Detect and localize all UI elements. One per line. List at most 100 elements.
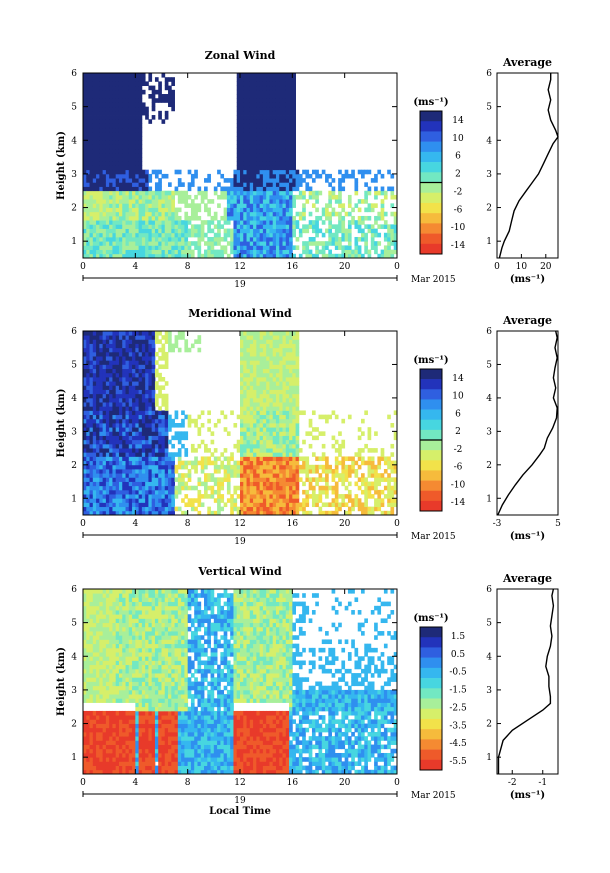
heatmap-cell (132, 211, 136, 217)
heatmap-cell (86, 339, 90, 344)
heatmap-cell (102, 406, 107, 411)
heatmap-cell (92, 439, 97, 445)
heatmap-cell (249, 494, 254, 499)
heatmap-cell (289, 173, 293, 179)
heatmap-cell (115, 381, 120, 386)
heatmap-cell (96, 131, 100, 137)
heatmap-cell (285, 477, 290, 482)
heatmap-cell (99, 115, 104, 120)
heatmap-cell (102, 372, 107, 378)
heatmap-cell (246, 456, 251, 462)
heatmap-cell (275, 368, 280, 374)
heatmap-cell (207, 199, 211, 204)
heatmap-cell (145, 368, 149, 374)
heatmap-cell (213, 211, 218, 217)
heatmap-cell (367, 464, 372, 470)
heatmap-cell (158, 464, 162, 470)
heatmap-cell (325, 173, 329, 179)
heatmap-cell (207, 473, 211, 478)
heatmap-cell (328, 211, 332, 217)
heatmap-cell (145, 381, 149, 386)
heatmap-cell (122, 119, 126, 124)
heatmap-cell (246, 102, 251, 108)
heatmap-cell (96, 148, 100, 154)
heatmap-cell (240, 506, 244, 512)
heatmap-cell (272, 331, 277, 336)
heatmap-cell (151, 397, 156, 403)
heatmap-cell (92, 85, 97, 91)
heatmap-cell (347, 510, 352, 516)
heatmap-cell (83, 410, 87, 416)
heatmap-cell (331, 232, 336, 238)
heatmap-cell (213, 481, 218, 487)
heatmap-cell (128, 106, 133, 112)
heatmap-cell (118, 165, 123, 171)
heatmap-cell (292, 435, 296, 441)
heatmap-cell (256, 443, 261, 449)
heatmap-cell (285, 207, 290, 213)
heatmap-cell (275, 464, 280, 470)
heatmap-cell (109, 469, 113, 474)
heatmap-cell (171, 232, 175, 238)
heatmap-cell (275, 144, 280, 150)
heatmap-cell (233, 228, 238, 234)
heatmap-cell (92, 241, 97, 246)
heatmap-cell (275, 220, 280, 225)
heatmap-cell (344, 249, 349, 255)
heatmap-cell (354, 186, 359, 192)
heatmap-cell (168, 253, 172, 259)
heatmap-cell (83, 402, 87, 407)
heatmap-cell (141, 372, 146, 378)
heatmap-cell (213, 236, 218, 242)
heatmap-cell (109, 161, 113, 166)
heatmap-cell (256, 469, 261, 474)
heatmap-cell (311, 452, 316, 457)
heatmap-cell (109, 220, 113, 225)
heatmap-cell (99, 456, 104, 462)
heatmap-cell (122, 385, 126, 390)
heatmap-cell (102, 102, 107, 108)
heatmap-cell (161, 98, 166, 103)
heatmap-cell (96, 494, 100, 499)
heatmap-cell (266, 510, 270, 516)
heatmap-cell (262, 73, 267, 78)
heatmap-cell (289, 343, 293, 349)
heatmap-cell (226, 178, 231, 183)
heatmap-cell (112, 98, 117, 103)
heatmap-cell (220, 494, 225, 499)
heatmap-cell (269, 140, 274, 145)
heatmap-cell (243, 136, 247, 141)
heatmap-cell (135, 439, 139, 445)
heatmap-cell (122, 377, 126, 382)
heatmap-cell (282, 393, 287, 399)
heatmap-cell (161, 439, 166, 445)
heatmap-cell (154, 418, 159, 424)
heatmap-cell (197, 232, 202, 238)
heatmap-cell (269, 81, 274, 87)
heatmap-cell (249, 364, 254, 370)
heatmap-cell (285, 506, 290, 512)
heatmap-cell (279, 85, 283, 91)
heatmap-cell (269, 157, 274, 162)
heatmap-cell (125, 469, 130, 474)
heatmap-cell (249, 207, 254, 213)
heatmap-cell (171, 199, 175, 204)
heatmap-cell (262, 410, 267, 416)
heatmap-cell (292, 182, 296, 187)
heatmap-cell (99, 435, 104, 441)
heatmap-cell (272, 136, 277, 141)
heatmap-cell (135, 169, 139, 175)
heatmap-cell (118, 157, 123, 162)
heatmap-cell (102, 178, 107, 183)
heatmap-cell (190, 502, 195, 508)
heatmap-cell (338, 502, 342, 508)
heatmap-cell (279, 106, 283, 112)
heatmap-cell (99, 423, 104, 428)
heatmap-cell (125, 110, 130, 116)
heatmap-cell (158, 249, 162, 255)
heatmap-cell (125, 448, 130, 453)
heatmap-cell (122, 211, 126, 217)
heatmap-cell (256, 389, 261, 395)
heatmap-cell (338, 245, 342, 250)
heatmap-cell (246, 215, 251, 221)
